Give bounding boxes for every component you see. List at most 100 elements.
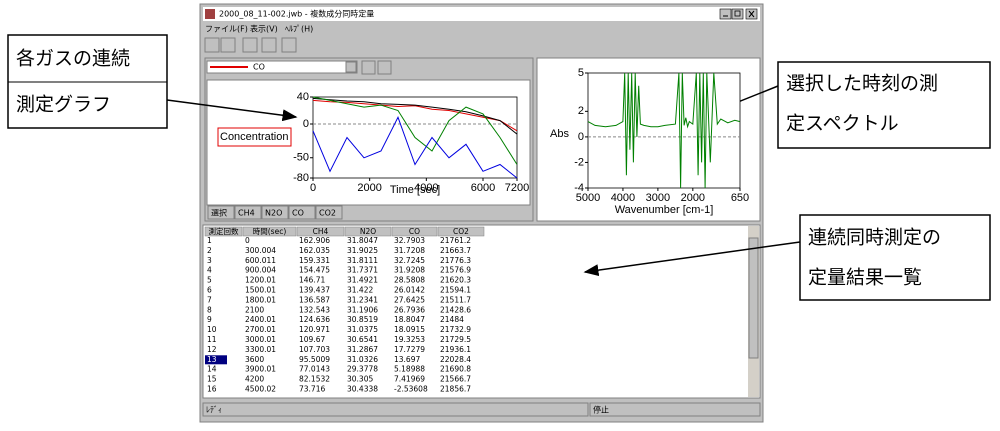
table-cell: 18.8047 (394, 315, 425, 324)
x-axis-label: Wavenumber [cm-1] (615, 204, 714, 216)
table-cell: 30.4338 (347, 385, 378, 394)
app-icon (205, 9, 215, 19)
table-cell: 26.7936 (394, 305, 425, 314)
y-tick-label: 0 (578, 131, 584, 143)
callout-text: 各ガスの連続 (16, 48, 130, 70)
callout-box (777, 61, 991, 149)
table-cell: 107.703 (299, 345, 330, 354)
y-axis-label: Abs (550, 128, 569, 140)
tool-button[interactable] (361, 60, 376, 75)
edit-button[interactable] (242, 37, 258, 53)
table-cell: 16 (207, 385, 217, 394)
open-button[interactable] (204, 37, 220, 53)
table-cell: 146.71 (299, 276, 325, 285)
table-cell: 4500.02 (245, 385, 276, 394)
table-cell: 21594.1 (440, 286, 471, 295)
tab-label[interactable]: N2O (265, 209, 282, 218)
help-button[interactable] (281, 37, 297, 53)
tab[interactable] (315, 205, 343, 220)
icon (734, 10, 741, 17)
table-cell: 21663.7 (440, 246, 471, 255)
y-tick-label: -2 (574, 156, 584, 168)
column-header (242, 226, 297, 237)
table-cell: 3600 (245, 355, 264, 364)
x-tick-label: 5000 (576, 192, 600, 204)
x-tick-label: 0 (310, 182, 316, 194)
table-cell: 31.9208 (394, 266, 425, 275)
minimize-button[interactable] (719, 8, 732, 20)
table-cell: 0 (245, 236, 250, 245)
x-tick-label: 6000 (471, 182, 495, 194)
series-line (587, 72, 741, 189)
table-cell: 1200.01 (245, 276, 276, 285)
table-cell: 31.0375 (347, 325, 378, 334)
table-cell: 2700.01 (245, 325, 276, 334)
combo-box[interactable] (206, 60, 358, 74)
table-cell: 13.697 (394, 355, 420, 364)
table-cell: 12 (207, 345, 217, 354)
x-tick-label: 3000 (646, 192, 670, 204)
print-button[interactable] (261, 37, 277, 53)
window-buttons[interactable] (719, 8, 758, 20)
table-cell: 7.41969 (394, 375, 425, 384)
table-cell: 14 (207, 365, 217, 374)
status-cell (202, 402, 589, 417)
tab[interactable] (207, 205, 235, 220)
tab[interactable] (261, 205, 289, 220)
table-cell: 5 (207, 276, 212, 285)
table-cell: 15 (207, 375, 217, 384)
scroll-thumb[interactable] (748, 237, 759, 359)
tab-label[interactable]: CH4 (238, 209, 255, 218)
x-tick-label: 4000 (611, 192, 635, 204)
table-cell: -2.53608 (394, 385, 428, 394)
y-tick-label: -50 (293, 152, 309, 164)
table-cell: 5.18988 (394, 365, 425, 374)
table-cell: 2100 (245, 305, 264, 314)
tab-label[interactable]: 選択 (211, 208, 227, 218)
table-cell: 77.0143 (299, 365, 330, 374)
table-cell: 19.3253 (394, 335, 425, 344)
menu-item[interactable]: ﾍﾙﾌﾟ(H) (285, 25, 313, 34)
y-tick-label: 2 (578, 105, 584, 117)
table-cell: 21936.1 (440, 345, 471, 354)
menu-item[interactable]: ファイル(F) (205, 25, 248, 34)
table-cell: 154.475 (299, 266, 330, 275)
tool-button[interactable] (377, 60, 392, 75)
table-cell: 4 (207, 266, 212, 275)
table-cell: 600.011 (245, 256, 276, 265)
menu-item[interactable]: 表示(V) (250, 24, 278, 34)
table-cell: 1800.01 (245, 295, 276, 304)
tab-label[interactable]: CO2 (319, 209, 336, 218)
callout-arrow (166, 99, 298, 122)
column-header-label: 測定回数 (209, 226, 239, 236)
tab[interactable] (234, 205, 262, 220)
table-cell: 3 (207, 256, 212, 265)
table-cell: 31.9025 (347, 246, 378, 255)
y-tick-label: -4 (574, 182, 584, 194)
table-cell: 13 (207, 355, 217, 364)
tab-strip: 選択 CH4 N2O CO CO2 (207, 205, 343, 220)
table-cell: 21576.9 (440, 266, 471, 275)
table-cell: 2400.01 (245, 315, 276, 324)
table-cell: 21511.7 (440, 295, 471, 304)
table-cell: 73.716 (299, 385, 325, 394)
callout-text: 定量結果一覧 (808, 267, 922, 289)
table-cell: 900.004 (245, 266, 276, 275)
table-cell: 31.2867 (347, 345, 378, 354)
tab-label[interactable]: CO (292, 209, 304, 218)
selected-row (205, 355, 227, 365)
status-text: ﾚﾃﾞｨ (206, 406, 222, 415)
series-line (312, 116, 518, 179)
combo-arrow[interactable] (345, 61, 357, 73)
callout-text: 連続同時測定の (808, 227, 941, 249)
tab[interactable] (288, 205, 316, 220)
table-cell: 22028.4 (440, 355, 471, 364)
y-tick-label: 0 (303, 118, 309, 130)
maximize-button[interactable] (731, 8, 744, 20)
y-axis-label: Concentration (220, 131, 289, 143)
table-cell: 21761.2 (440, 236, 471, 245)
table-cell: 30.8519 (347, 315, 378, 324)
save-button[interactable] (220, 37, 236, 53)
table-cell: 30.305 (347, 375, 373, 384)
